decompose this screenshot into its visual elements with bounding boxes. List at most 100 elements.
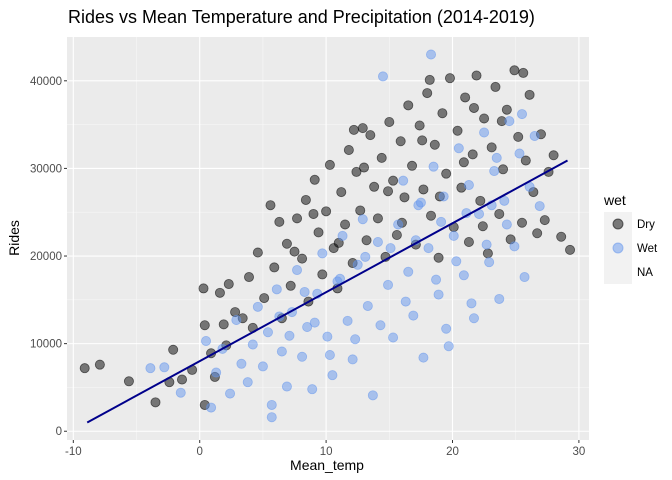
data-point-dry: [486, 142, 497, 153]
data-point-dry: [498, 164, 509, 175]
data-point-wet: [415, 197, 426, 208]
data-point-dry: [468, 102, 479, 113]
data-point-dry: [309, 174, 320, 185]
data-point-wet: [247, 339, 258, 350]
data-point-wet: [403, 266, 414, 277]
data-point-dry: [444, 73, 455, 84]
data-point-wet: [292, 265, 303, 276]
data-point-dry: [565, 244, 576, 255]
data-point-wet: [252, 301, 263, 312]
legend-marker-dry: [612, 218, 624, 230]
legend-marker-wet: [612, 242, 624, 254]
legend-label-wet: Wet: [637, 243, 658, 255]
data-point-dry: [475, 195, 486, 206]
data-point-dry: [244, 272, 255, 283]
data-point-dry: [168, 344, 179, 355]
data-point-wet: [324, 350, 335, 361]
data-point-wet: [408, 310, 419, 321]
data-point-wet: [201, 336, 212, 347]
data-point-dry: [403, 100, 414, 111]
legend-title: wet: [603, 192, 626, 208]
data-point-dry: [513, 131, 524, 142]
series-dry: [79, 65, 576, 410]
data-point-dry: [422, 88, 433, 99]
data-point-wet: [400, 296, 411, 307]
data-point-dry: [414, 120, 425, 131]
data-point-dry: [321, 206, 332, 217]
data-point-wet: [489, 166, 500, 177]
data-point-dry: [269, 262, 280, 273]
data-point-wet: [352, 259, 363, 270]
data-point-wet: [451, 256, 462, 267]
data-point-wet: [362, 300, 373, 311]
data-point-wet: [350, 334, 361, 345]
data-point-wet: [383, 279, 394, 290]
data-point-dry: [388, 175, 399, 186]
data-point-dry: [429, 139, 440, 150]
data-point-wet: [453, 143, 464, 154]
data-point-wet: [514, 148, 525, 159]
data-point-dry: [123, 376, 134, 387]
data-point-dry: [274, 216, 285, 227]
x-axis-title: Mean_temp: [290, 457, 364, 473]
data-point-wet: [342, 315, 353, 326]
data-point-wet: [375, 320, 386, 331]
data-point-wet: [206, 402, 217, 413]
data-point-wet: [302, 321, 313, 332]
data-point-wet: [519, 272, 530, 283]
data-point-wet: [307, 384, 318, 395]
data-point-wet: [231, 314, 242, 325]
y-axis-ticks: 0 10000 20000 30000 40000: [30, 76, 67, 438]
data-point-dry: [361, 235, 372, 246]
data-point-dry: [417, 135, 428, 146]
data-point-wet: [517, 109, 528, 120]
data-point-wet: [281, 381, 292, 392]
data-point-dry: [441, 168, 452, 179]
data-point-wet: [276, 346, 287, 357]
data-point-dry: [460, 92, 471, 103]
data-point-wet: [499, 195, 510, 206]
data-point-wet: [494, 293, 505, 304]
data-point-dry: [359, 162, 370, 173]
data-point-dry: [384, 116, 395, 127]
data-point-wet: [466, 298, 477, 309]
data-point-dry: [351, 166, 362, 177]
data-point-wet: [225, 388, 236, 399]
data-point-dry: [198, 283, 209, 294]
data-point-wet: [388, 332, 399, 343]
x-tick-label: 10: [320, 446, 333, 458]
data-point-dry: [343, 145, 354, 156]
data-point-wet: [534, 201, 545, 212]
data-point-dry: [501, 104, 512, 115]
data-point-wet: [257, 361, 268, 372]
data-point-dry: [214, 287, 225, 298]
data-point-wet: [418, 352, 429, 363]
data-point-dry: [395, 136, 406, 147]
data-point-wet: [327, 370, 338, 381]
data-point-wet: [504, 116, 515, 127]
data-point-wet: [357, 214, 368, 225]
data-point-dry: [391, 229, 402, 240]
y-tick-label: 30000: [30, 163, 62, 175]
data-point-dry: [539, 215, 550, 226]
data-point-dry: [482, 248, 493, 259]
data-point-wet: [377, 71, 388, 82]
y-axis-title: Rides: [6, 220, 22, 256]
data-point-wet: [484, 257, 495, 268]
data-point-dry: [372, 213, 383, 224]
data-point-dry: [324, 159, 335, 170]
data-point-wet: [433, 289, 444, 300]
data-point-dry: [348, 124, 359, 135]
data-point-wet: [266, 412, 277, 423]
x-axis-ticks: -10 0 10 20 30: [65, 440, 585, 458]
data-point-wet: [479, 127, 490, 138]
data-point-wet: [481, 239, 492, 250]
data-point-dry: [494, 208, 505, 219]
legend-key-na: [604, 260, 632, 284]
data-point-dry: [252, 247, 263, 258]
data-point-dry: [490, 81, 501, 92]
data-point-wet: [426, 49, 437, 60]
y-tick-label: 20000: [30, 251, 62, 263]
data-point-dry: [300, 194, 311, 205]
